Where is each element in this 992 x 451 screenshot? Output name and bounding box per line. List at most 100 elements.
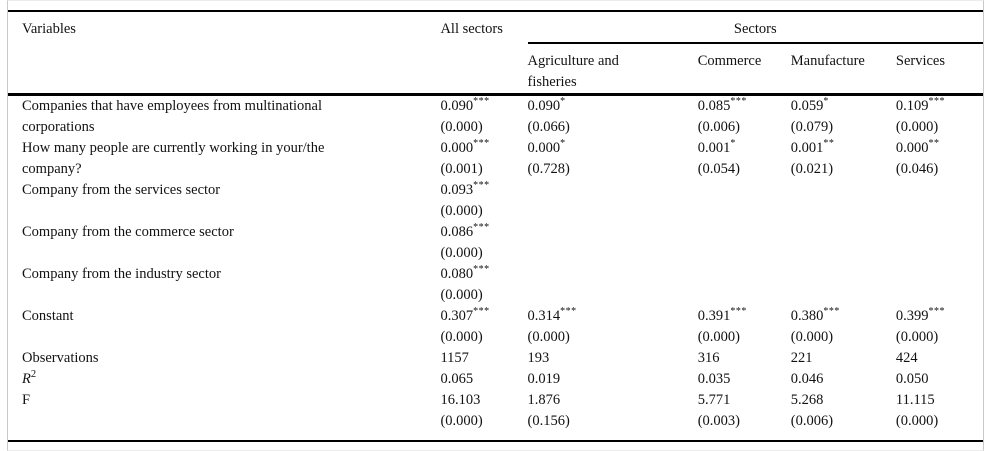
estimate-cell: 0.307*** — [440, 306, 490, 324]
table-header: Variables All sectors Sectors Agricultur… — [8, 11, 983, 96]
p-value-cell — [528, 285, 698, 306]
stat-value-cell: 0.035 — [697, 371, 731, 387]
stat-value-cell: 0.019 — [527, 371, 561, 387]
table-row: F 16.103 1.876 5.771 5.268 11.115 — [8, 390, 983, 411]
stat-value-cell: 5.771 — [697, 392, 731, 408]
p-value-cell — [528, 243, 698, 264]
estimate-cell: 0.001** — [790, 138, 835, 156]
variable-label: How many people are currently working in… — [22, 140, 325, 156]
p-value-cell: (0.003) — [697, 413, 740, 429]
estimate-cell: 0.399*** — [895, 306, 945, 324]
table-row: Company from the industry sector 0.080*** — [8, 264, 983, 285]
p-value-cell: (0.156) — [527, 413, 570, 429]
estimate-cell: 0.314*** — [527, 306, 577, 324]
estimate-cell — [528, 264, 698, 285]
p-value-cell: (0.054) — [697, 161, 740, 177]
estimate-cell — [791, 264, 896, 285]
table-row: (0.000) — [8, 243, 983, 264]
significance-stars: *** — [473, 264, 490, 276]
stat-value-cell: 424 — [895, 350, 918, 366]
significance-stars: ** — [823, 138, 835, 150]
header-row-sub: Agriculture and fisheries Commerce Manuf… — [8, 43, 983, 96]
estimate-cell — [528, 180, 698, 201]
table-row: (0.000) (0.000) (0.000) (0.000) (0.000) — [8, 327, 983, 348]
estimate-cell: 0.109*** — [895, 96, 945, 114]
significance-stars: *** — [928, 96, 945, 108]
variable-label-continued — [8, 285, 440, 306]
stat-value-cell: 0.046 — [790, 371, 824, 387]
p-value-cell — [698, 285, 791, 306]
variable-label: Companies that have employees from multi… — [22, 98, 322, 114]
p-value-cell: (0.000) — [440, 413, 483, 429]
estimate-cell: 0.001* — [697, 138, 736, 156]
estimate-cell: 0.086*** — [440, 222, 490, 240]
stat-value-cell: 5.268 — [790, 392, 824, 408]
variable-label-continued — [8, 243, 440, 264]
table-row: Company from the services sector 0.093*** — [8, 180, 983, 201]
estimate-cell — [791, 222, 896, 243]
regression-results-table: Variables All sectors Sectors Agricultur… — [8, 10, 983, 442]
variable-label: Company from the industry sector — [22, 266, 221, 282]
p-value-cell: (0.000) — [697, 329, 740, 345]
stat-value-cell: 316 — [697, 350, 720, 366]
variable-label-continued — [8, 201, 440, 222]
estimate-cell — [896, 264, 983, 285]
column-header-agriculture-fisheries-label: Agriculture and fisheries — [527, 53, 619, 90]
variable-label-continued — [8, 327, 440, 348]
p-value-cell: (0.046) — [895, 161, 939, 177]
p-value-cell: (0.000) — [895, 119, 939, 135]
p-value-cell — [896, 285, 983, 306]
p-value-cell — [698, 243, 791, 264]
significance-stars: *** — [473, 222, 490, 234]
stat-superscript: 2 — [30, 369, 37, 381]
p-value-cell: (0.001) — [440, 161, 483, 177]
estimate-cell: 0.090*** — [440, 96, 490, 114]
p-value-cell: (0.021) — [790, 161, 834, 177]
estimate-cell: 0.391*** — [697, 306, 747, 324]
significance-stars: *** — [928, 306, 945, 318]
p-value-cell — [528, 201, 698, 222]
column-header-services: Services — [895, 43, 983, 96]
p-value-cell: (0.066) — [527, 119, 570, 135]
stat-value-cell: 16.103 — [440, 392, 481, 408]
estimate-cell: 0.090* — [527, 96, 566, 114]
column-header-commerce: Commerce — [697, 43, 791, 96]
estimate-cell — [791, 180, 896, 201]
table-row: How many people are currently working in… — [8, 138, 983, 159]
p-value-cell: (0.000) — [790, 329, 834, 345]
table-row: Constant 0.307*** 0.314*** 0.391*** 0.380***… — [8, 306, 983, 327]
variable-label: Company from the services sector — [22, 182, 221, 198]
estimate-cell: 0.380*** — [790, 306, 840, 324]
significance-stars: *** — [473, 306, 490, 318]
column-header-all-sectors: All sectors — [440, 11, 528, 96]
table-body: Companies that have employees from multi… — [8, 95, 983, 442]
stat-label: R2 — [22, 369, 37, 387]
column-header-variables: Variables — [8, 11, 441, 96]
estimate-cell: 0.085*** — [697, 96, 747, 114]
significance-stars: *** — [560, 306, 577, 318]
p-value-cell: (0.000) — [527, 329, 570, 345]
estimate-cell — [698, 222, 791, 243]
p-value-cell: (0.000) — [440, 287, 483, 303]
table-row: (0.000) — [8, 201, 983, 222]
stat-value-cell: 193 — [527, 350, 550, 366]
estimate-cell — [896, 180, 983, 201]
p-value-cell: (0.000) — [440, 329, 483, 345]
p-value-cell: (0.006) — [697, 119, 740, 135]
estimate-cell — [896, 222, 983, 243]
p-value-cell: (0.000) — [440, 119, 483, 135]
stat-label: Observations — [22, 350, 99, 366]
estimate-cell: 0.093*** — [440, 180, 490, 198]
estimate-cell — [528, 222, 698, 243]
table-row: R2 0.065 0.019 0.035 0.046 0.050 — [8, 369, 983, 390]
p-value-cell: (0.079) — [790, 119, 834, 135]
stat-label: F — [22, 392, 31, 408]
table-row: (0.000) (0.156) (0.003) (0.006) (0.000) — [8, 411, 983, 441]
variable-label-continued: company? — [22, 161, 82, 177]
p-value-cell: (0.000) — [895, 329, 939, 345]
stat-value-cell: 1157 — [440, 350, 469, 366]
significance-stars: * — [560, 138, 566, 150]
p-value-cell — [896, 201, 983, 222]
p-value-cell — [698, 201, 791, 222]
p-value-cell: (0.000) — [440, 203, 483, 219]
